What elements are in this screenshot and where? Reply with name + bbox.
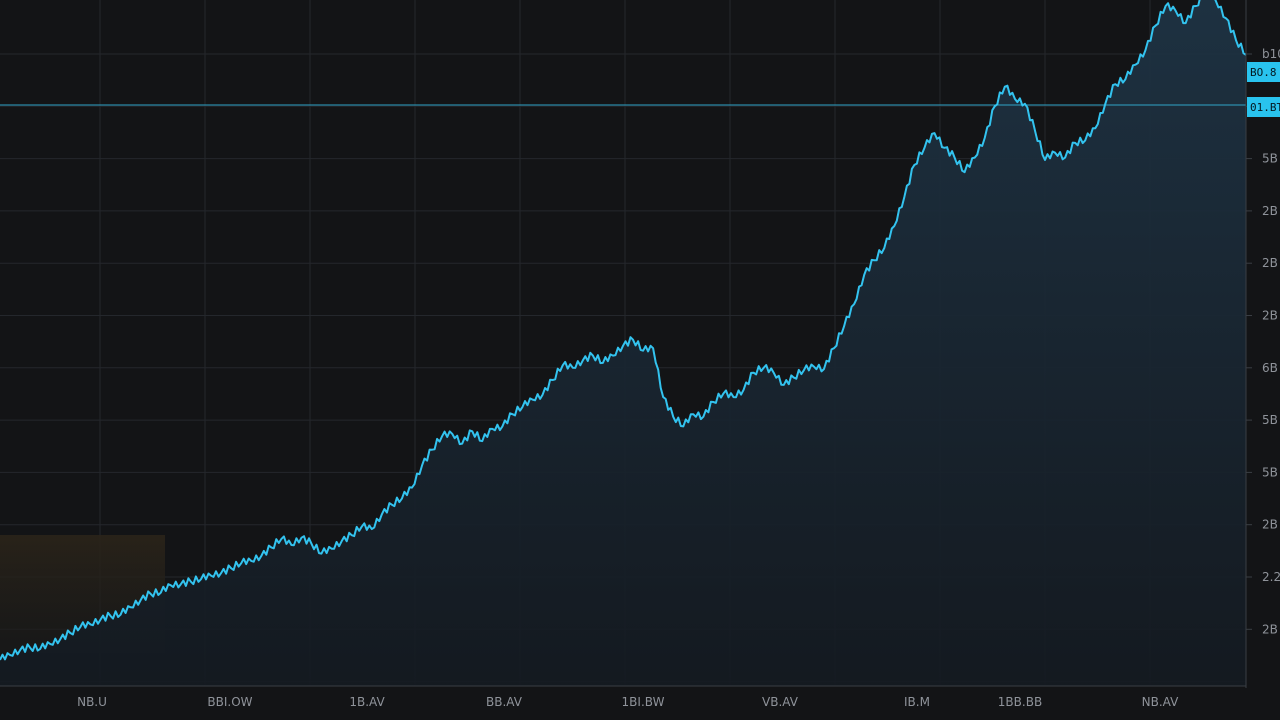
y-tick-label: 2B	[1262, 256, 1278, 270]
x-tick-label: 1BB.BB	[998, 695, 1042, 709]
x-tick-label: NB.U	[77, 695, 107, 709]
price-line	[0, 0, 1247, 661]
price-badge-lower: 01.BT	[1247, 97, 1280, 117]
y-tick-label: 5B	[1262, 413, 1278, 427]
y-tick-label: 6B	[1262, 361, 1278, 375]
x-tick-label: IB.M	[904, 695, 930, 709]
x-tick-label: NB.AV	[1142, 695, 1179, 709]
x-tick-label: BBI.OW	[207, 695, 252, 709]
x-tick-label: VB.AV	[762, 695, 799, 709]
y-tick-label: 2.2	[1262, 570, 1280, 584]
y-tick-label: 5B	[1262, 465, 1278, 479]
y-tick-label: b10	[1262, 47, 1280, 61]
price-badge-upper-label: BO.8	[1250, 66, 1277, 79]
y-tick-label: 2B	[1262, 309, 1278, 323]
x-axis: NB.U BBI.OW 1B.AV BB.AV 1BI.BW VB.AV IB.M 1BB.B…	[77, 695, 1179, 709]
price-badge-lower-label: 01.BT	[1250, 101, 1280, 114]
price-badge-upper: BO.8	[1247, 62, 1280, 82]
x-tick-label: 1B.AV	[349, 695, 385, 709]
x-tick-label: 1BI.BW	[622, 695, 665, 709]
price-area	[0, 0, 1246, 686]
x-tick-label: BB.AV	[486, 695, 523, 709]
y-tick-label: 5B	[1262, 152, 1278, 166]
y-tick-label: 2B	[1262, 622, 1278, 636]
y-tick-label: 2B	[1262, 204, 1278, 218]
y-tick-label: 2B	[1262, 518, 1278, 532]
